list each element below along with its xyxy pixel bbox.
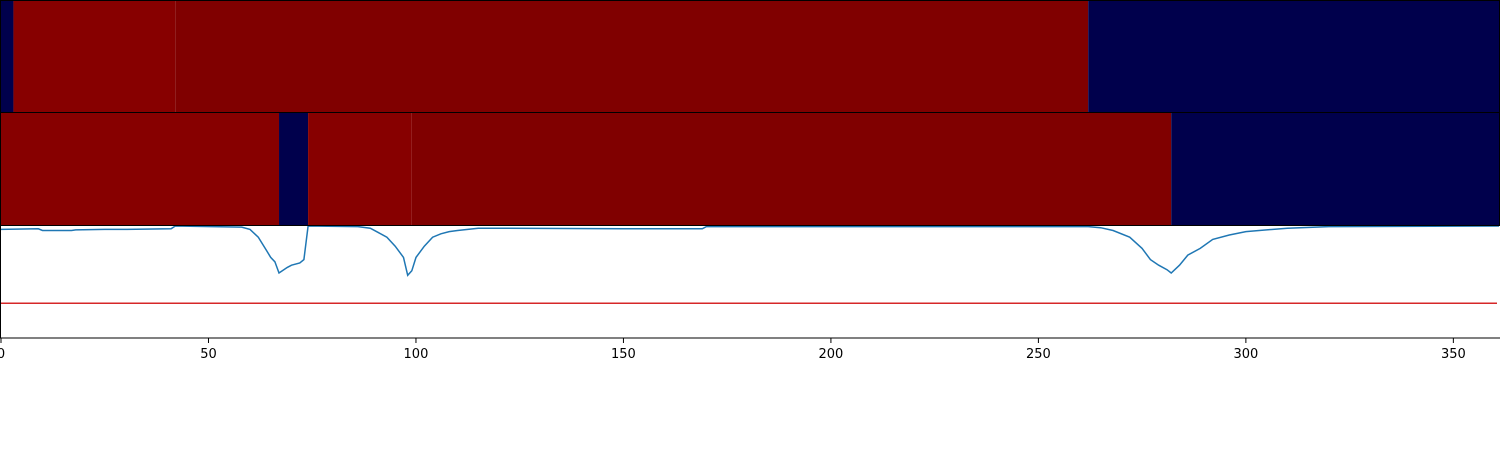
x-tick-label: 250 — [1026, 347, 1051, 362]
heatmap-segment — [1171, 113, 1499, 225]
heatmap-segment — [13, 1, 176, 112]
x-tick-label: 350 — [1441, 347, 1466, 362]
heatmap-segment — [308, 113, 412, 225]
heatmap-segment — [1, 113, 280, 225]
heatmap-segment — [279, 113, 309, 225]
x-tick-label: 300 — [1233, 347, 1258, 362]
heatmap-segment — [411, 113, 1172, 225]
x-tick-label: 200 — [819, 347, 844, 362]
heatmap-top-panel — [0, 0, 1500, 113]
heatmap-middle-panel — [0, 112, 1500, 226]
heatmap-segment — [1088, 1, 1499, 112]
x-tick-label: 100 — [404, 347, 429, 362]
x-tick-label: 0 — [0, 347, 5, 362]
x-tick-label: 150 — [611, 347, 636, 362]
series-line — [0, 226, 1500, 277]
x-axis: 0 50 100 150 200 250 300 350 — [0, 337, 1500, 362]
line-plot-panel — [0, 226, 1500, 338]
heatmap-segment — [1, 1, 14, 112]
x-tick-label: 50 — [200, 347, 217, 362]
heatmap-segment — [175, 1, 1089, 112]
